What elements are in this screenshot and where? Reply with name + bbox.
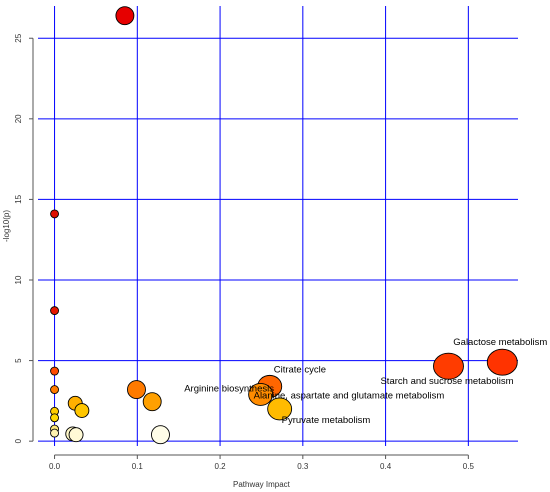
data-point: [248, 382, 274, 406]
x-tick-label: 0.3: [297, 462, 309, 471]
grid: [38, 6, 518, 446]
data-point: [74, 403, 90, 418]
y-tick-label: 15: [14, 194, 23, 203]
axes: 0.0 0.1 0.2 0.3 0.4 0.5 0 5 10 15 20 25: [14, 33, 474, 471]
x-axis-label: Pathway Impact: [233, 480, 291, 489]
y-tick-label: 25: [14, 33, 23, 42]
data-points: [50, 6, 518, 445]
x-tick-label: 0.5: [463, 462, 475, 471]
data-point: [50, 385, 60, 395]
point-label: Starch and sucrose metabolism: [380, 376, 513, 387]
point-label: Galactose metabolism: [453, 337, 547, 348]
y-axis-label: -log10(p): [2, 210, 11, 242]
y-tick-label: 20: [14, 114, 23, 123]
point-label: Pyruvate metabolism: [282, 415, 371, 426]
x-tick-label: 0.2: [215, 462, 227, 471]
data-point: [50, 209, 60, 219]
data-point: [50, 366, 60, 376]
data-point: [115, 6, 135, 26]
x-tick-label: 0.0: [49, 462, 61, 471]
point-label: Citrate cycle: [274, 364, 326, 375]
data-point: [50, 428, 60, 438]
y-tick-label: 5: [14, 358, 23, 363]
point-label: Alanine, aspartate and glutamate metabol…: [254, 390, 445, 401]
y-tick-label: 0: [14, 438, 23, 443]
y-tick-label: 10: [14, 275, 23, 284]
point-label: Arginine biosynthesis: [184, 384, 274, 395]
data-point: [50, 306, 60, 316]
data-point: [142, 392, 162, 412]
data-point: [68, 427, 84, 443]
data-point: [50, 413, 60, 423]
data-point: [267, 397, 293, 421]
data-point: [486, 348, 518, 376]
data-point: [127, 380, 146, 400]
data-point: [151, 425, 170, 445]
x-tick-label: 0.1: [132, 462, 144, 471]
x-tick-label: 0.4: [380, 462, 392, 471]
data-point: [433, 352, 464, 380]
